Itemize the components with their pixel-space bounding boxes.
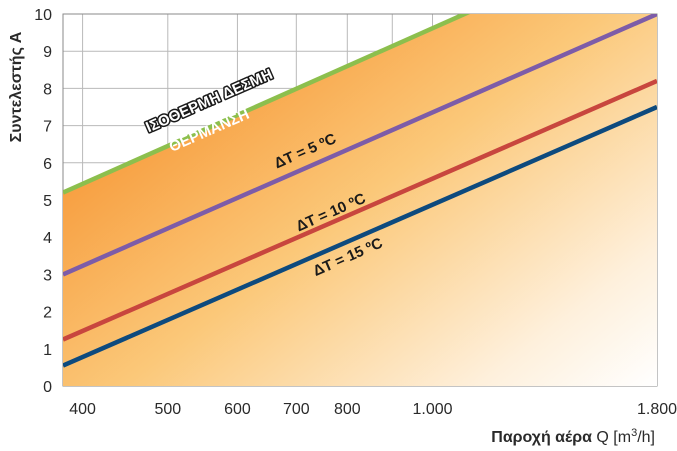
y-tick-label: 4 (43, 230, 52, 247)
y-axis-title: Συντελεστής Α (8, 31, 25, 142)
y-tick-label: 1 (43, 342, 52, 359)
series-line-4 (63, 104, 657, 368)
x-tick-label: 800 (334, 401, 361, 418)
series-line-2 (63, 14, 657, 277)
y-tick-label: 5 (43, 193, 52, 210)
x-tick-label: 700 (283, 401, 310, 418)
y-tick-label: 10 (34, 7, 52, 24)
series-line-1 (63, 14, 471, 195)
y-tick-label: 8 (43, 81, 52, 98)
y-tick-label: 9 (43, 44, 52, 61)
y-tick-label: 3 (43, 267, 52, 284)
x-tick-label: 1.800 (637, 401, 677, 418)
heating-band (63, 14, 657, 386)
series-line-3 (63, 78, 657, 342)
x-tick-label: 600 (224, 401, 251, 418)
x-tick-label: 1.000 (412, 401, 452, 418)
x-tick-label: 400 (69, 401, 96, 418)
y-tick-label: 6 (43, 156, 52, 173)
x-tick-label: 500 (154, 401, 181, 418)
y-tick-label: 2 (43, 305, 52, 322)
y-tick-label: 0 (43, 379, 52, 396)
x-axis-title: Παροχή αέρα Q [m3/h] (491, 427, 655, 446)
y-tick-label: 7 (43, 119, 52, 136)
